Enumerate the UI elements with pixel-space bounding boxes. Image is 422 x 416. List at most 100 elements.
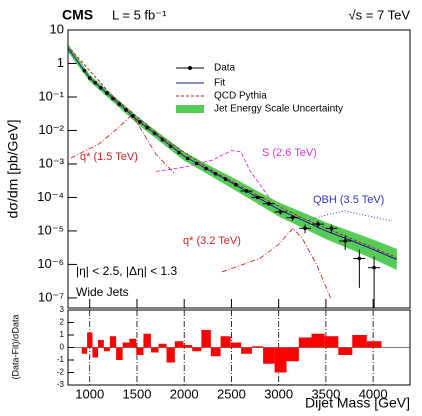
data-point xyxy=(213,171,218,176)
residual-bar xyxy=(122,342,130,348)
data-point xyxy=(290,215,295,220)
x-tick-label: 4000 xyxy=(359,386,388,401)
data-point xyxy=(130,114,135,118)
data-point xyxy=(138,120,142,124)
y-tick-label: -3 xyxy=(57,380,65,389)
x-tick-label: 2000 xyxy=(170,386,199,401)
residual-bar xyxy=(311,333,325,348)
residual-bar xyxy=(201,330,211,348)
signal-line xyxy=(221,227,332,299)
x-tick-label: 3500 xyxy=(311,386,340,401)
residual-bar xyxy=(220,336,231,348)
signal-label: S (2.6 TeV) xyxy=(262,147,317,159)
signal-line xyxy=(306,210,393,222)
residual-bar xyxy=(87,332,93,348)
residual-bar xyxy=(129,338,137,348)
residual-bar xyxy=(116,347,123,360)
y-tick-label: 3 xyxy=(60,305,65,314)
annotation: |η| < 2.5, |Δη| < 1.3 xyxy=(76,264,178,278)
y-tick-label: -2 xyxy=(57,368,65,377)
residual-bar xyxy=(286,347,299,362)
data-point xyxy=(223,177,228,182)
data-point xyxy=(303,226,307,231)
signal-line xyxy=(70,113,176,175)
data-point xyxy=(145,125,149,130)
y-tick-label: 10⁻⁷ xyxy=(38,289,64,304)
y-tick-label: 0 xyxy=(60,343,65,352)
y-tick-label: 10⁻⁵ xyxy=(37,222,64,237)
residual-bar xyxy=(352,335,367,348)
data-point xyxy=(194,161,199,166)
residual-bar xyxy=(103,347,110,352)
residual-bar xyxy=(324,336,339,348)
data-point xyxy=(343,239,347,243)
y-tick-label: 10 xyxy=(50,21,64,36)
data-point xyxy=(278,210,283,214)
residual-bar xyxy=(230,342,242,348)
residual-bar xyxy=(263,347,275,364)
signal-label: QBH (3.5 TeV) xyxy=(313,194,384,206)
y-tick-label: 10⁻¹ xyxy=(38,88,64,103)
x-tick-label: 1000 xyxy=(75,386,104,401)
residual-bar xyxy=(274,347,287,373)
legend-label: Jet Energy Scale Uncertainty xyxy=(214,104,343,115)
residual-bar xyxy=(143,333,151,348)
x-tick-label: 2500 xyxy=(217,386,246,401)
data-point xyxy=(177,150,181,155)
legend-label: QCD Pythia xyxy=(214,91,267,102)
residual-bar xyxy=(81,347,88,354)
signal-label: q* (3.2 TeV) xyxy=(183,235,241,247)
energy: √s = 7 TeV xyxy=(349,7,411,22)
y-axis-label: dσ/dm [pb/GeV] xyxy=(5,120,21,219)
residual-bar xyxy=(298,337,312,348)
y-tick-label: 1 xyxy=(57,55,64,70)
y-tick-label: 10⁻⁶ xyxy=(37,256,64,271)
residual-bar xyxy=(366,341,382,348)
legend-swatch xyxy=(176,105,204,113)
y-tick-label: 10⁻⁴ xyxy=(37,189,64,204)
residual-bar xyxy=(192,347,202,352)
data-point xyxy=(117,102,122,106)
data-point xyxy=(160,137,165,142)
legend-label: Fit xyxy=(214,78,225,89)
signal-line xyxy=(155,150,270,198)
y-tick-label: -1 xyxy=(57,355,65,364)
data-point xyxy=(329,226,334,231)
residual-bar xyxy=(241,347,252,354)
signal-label: q* (1.5 TeV) xyxy=(80,151,138,163)
data-point xyxy=(105,91,109,95)
data-point xyxy=(87,76,92,80)
residual-y-label: (Data-Fit)/σData xyxy=(10,314,20,379)
chart-title: CMS xyxy=(62,7,93,23)
data-point xyxy=(255,195,260,200)
residual-bar xyxy=(136,347,144,355)
data-point xyxy=(244,189,249,193)
data-point xyxy=(266,201,271,206)
x-tick-label: 3000 xyxy=(264,386,293,401)
legend-label: Data xyxy=(214,63,236,74)
y-tick-label: 2 xyxy=(60,318,65,327)
residual-bar xyxy=(150,347,159,353)
data-point xyxy=(233,182,238,187)
luminosity: L = 5 fb⁻¹ xyxy=(112,7,167,22)
data-point xyxy=(185,156,190,161)
y-tick-label: 1 xyxy=(60,330,65,339)
data-point xyxy=(93,80,98,85)
plot-frame xyxy=(67,29,411,309)
residual-bar xyxy=(158,343,167,348)
residual-bar xyxy=(109,336,117,348)
data-point xyxy=(372,265,376,270)
residual-bar xyxy=(166,347,175,363)
qcd-line xyxy=(70,49,397,259)
data-point xyxy=(204,166,208,171)
data-point xyxy=(316,222,320,226)
residual-bar xyxy=(98,340,104,348)
data-point xyxy=(124,108,128,112)
residual-bar xyxy=(174,341,184,348)
data-point xyxy=(168,144,173,148)
residual-bar xyxy=(251,346,264,348)
data-point xyxy=(152,131,157,136)
residual-bar xyxy=(183,345,193,348)
residual-frame xyxy=(67,309,411,386)
legend-swatch xyxy=(188,66,192,70)
